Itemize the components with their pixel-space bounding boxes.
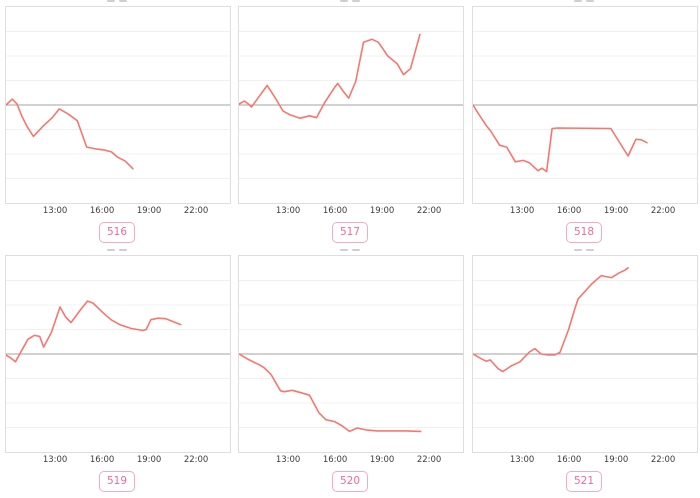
x-tick-label: 13:00 [509, 455, 535, 465]
chart-panel-518: 13:00 16:00 19:00 22:00 518 [467, 0, 700, 249]
plot-area [238, 6, 464, 204]
x-tick-label: 13:00 [42, 455, 68, 465]
line-chart [473, 267, 697, 428]
badge-row: 516 [5, 220, 229, 243]
x-tick-label: 16:00 [322, 206, 348, 216]
x-tick-label: 19:00 [603, 206, 629, 216]
chart-panel-520: 13:00 16:00 19:00 22:00 520 [233, 249, 467, 498]
x-tick-label: 22:00 [416, 206, 442, 216]
clipped-title-fragment [467, 0, 700, 3]
chart-id-badge[interactable]: 520 [331, 471, 369, 492]
x-tick-label: 19:00 [369, 455, 395, 465]
chart-id-badge[interactable]: 518 [565, 222, 603, 243]
line-chart [473, 31, 697, 179]
line-chart [239, 280, 463, 433]
chart-id-badge[interactable]: 517 [331, 222, 369, 243]
x-tick-label: 22:00 [183, 455, 209, 465]
x-axis: 13:00 16:00 19:00 22:00 [472, 205, 696, 217]
x-axis: 13:00 16:00 19:00 22:00 [5, 454, 229, 466]
x-tick-label: 13:00 [275, 455, 301, 465]
x-tick-label: 16:00 [556, 455, 582, 465]
badge-row: 519 [5, 469, 229, 492]
chart-id-badge[interactable]: 519 [98, 471, 136, 492]
x-tick-label: 22:00 [650, 206, 676, 216]
x-axis: 13:00 16:00 19:00 22:00 [238, 205, 462, 217]
x-tick-label: 16:00 [556, 206, 582, 216]
badge-row: 518 [472, 220, 696, 243]
x-tick-label: 13:00 [275, 206, 301, 216]
chart-id-badge[interactable]: 521 [565, 471, 603, 492]
x-axis: 13:00 16:00 19:00 22:00 [5, 205, 229, 217]
x-tick-label: 16:00 [89, 455, 115, 465]
plot-area [472, 6, 698, 204]
plot-area [5, 6, 231, 204]
clipped-title-fragment [233, 249, 467, 252]
x-tick-label: 16:00 [89, 206, 115, 216]
clipped-title-fragment [233, 0, 467, 3]
chart-id-badge[interactable]: 516 [98, 222, 136, 243]
chart-panel-516: 13:00 16:00 19:00 22:00 516 [0, 0, 233, 249]
x-tick-label: 19:00 [603, 455, 629, 465]
badge-row: 521 [472, 469, 696, 492]
clipped-title-fragment [0, 249, 233, 252]
x-tick-label: 22:00 [416, 455, 442, 465]
x-tick-label: 19:00 [136, 455, 162, 465]
badge-row: 520 [238, 469, 462, 492]
x-axis: 13:00 16:00 19:00 22:00 [238, 454, 462, 466]
clipped-title-fragment [467, 249, 700, 252]
chart-panel-519: 13:00 16:00 19:00 22:00 519 [0, 249, 233, 498]
line-chart [6, 31, 230, 179]
line-chart [6, 280, 230, 428]
x-axis: 13:00 16:00 19:00 22:00 [472, 454, 696, 466]
x-tick-label: 19:00 [369, 206, 395, 216]
plot-area [472, 255, 698, 453]
x-tick-label: 13:00 [42, 206, 68, 216]
x-tick-label: 22:00 [650, 455, 676, 465]
x-tick-label: 19:00 [136, 206, 162, 216]
x-tick-label: 13:00 [509, 206, 535, 216]
x-tick-label: 22:00 [183, 206, 209, 216]
chart-panel-517: 13:00 16:00 19:00 22:00 517 [233, 0, 467, 249]
line-chart [239, 31, 463, 179]
chart-panel-521: 13:00 16:00 19:00 22:00 521 [467, 249, 700, 498]
x-tick-label: 16:00 [322, 455, 348, 465]
badge-row: 517 [238, 220, 462, 243]
plot-area [238, 255, 464, 453]
clipped-title-fragment [0, 0, 233, 3]
plot-area [5, 255, 231, 453]
